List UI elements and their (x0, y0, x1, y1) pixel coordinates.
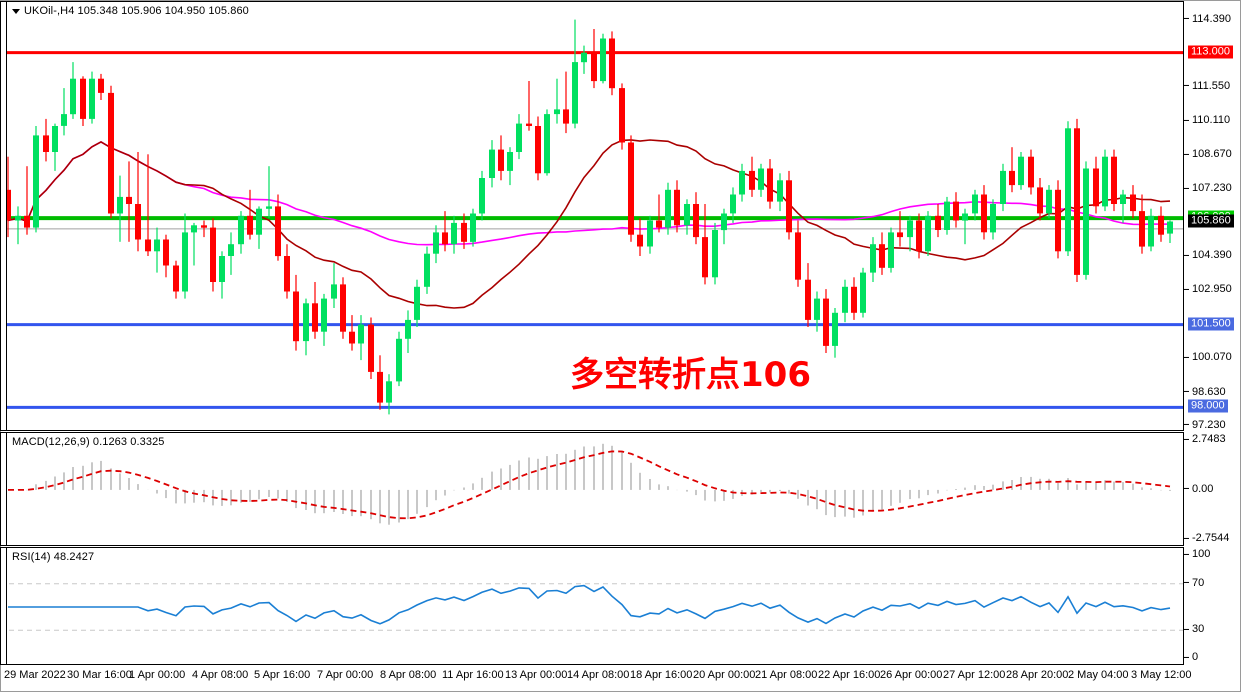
time-tick: 3 May 12:00 (1131, 669, 1192, 681)
price-tag-last-price: 105.860 (1188, 214, 1234, 227)
left-gutter (0, 2, 7, 430)
time-tick: 21 Apr 08:00 (755, 669, 818, 681)
price-tag-resistance: 113.000 (1188, 45, 1233, 59)
time-tick: 13 Apr 00:00 (505, 669, 568, 681)
price-tick: 107.230 (1184, 182, 1232, 194)
left-gutter-rsi (0, 548, 7, 664)
triangle-down-icon[interactable] (12, 8, 20, 14)
price-plot-area[interactable] (0, 3, 1183, 431)
price-tick: 97.230 (1184, 419, 1226, 431)
rsi-tick: 30 (1184, 623, 1204, 635)
price-tick: 110.110 (1184, 114, 1230, 126)
time-tick: 28 Apr 20:00 (1006, 669, 1069, 681)
price-svg (0, 19, 1183, 415)
macd-scale[interactable]: 2.7483 0.00 -2.7544 (1183, 432, 1240, 546)
time-tick: 18 Apr 16:00 (630, 669, 693, 681)
rsi-plot-area[interactable] (0, 549, 1183, 665)
price-chart-panel[interactable]: UKOil-,H4 105.348 105.906 104.950 105.86… (0, 1, 1183, 431)
price-tick: 108.670 (1184, 148, 1232, 160)
time-tick: 11 Apr 16:00 (442, 669, 504, 681)
price-tick: 102.950 (1184, 283, 1232, 295)
rsi-label: RSI(14) 48.2427 (12, 551, 95, 563)
time-tick: 14 Apr 08:00 (567, 669, 630, 681)
time-tick: 7 Apr 00:00 (317, 669, 374, 681)
chart-annotation: 多空转折点106 (570, 355, 811, 395)
left-gutter-macd (0, 433, 7, 545)
time-tick: 2 May 04:00 (1068, 669, 1129, 681)
price-tick: 104.390 (1184, 249, 1232, 261)
time-tick: 29 Mar 2022 (4, 669, 66, 681)
rsi-svg (0, 583, 1183, 631)
macd-label: MACD(12,26,9) 0.1263 0.3325 (12, 436, 165, 448)
macd-tick: 2.7483 (1184, 433, 1226, 445)
time-tick: 30 Mar 16:00 (67, 669, 132, 681)
rsi-scale[interactable]: 100 70 30 0 (1183, 547, 1240, 665)
time-tick: 5 Apr 16:00 (254, 669, 311, 681)
macd-panel[interactable]: MACD(12,26,9) 0.1263 0.3325 (0, 432, 1183, 546)
time-tick: 22 Apr 16:00 (818, 669, 881, 681)
price-tick: 98.630 (1184, 385, 1226, 398)
time-tick: 8 Apr 08:00 (380, 669, 437, 681)
rsi-line (8, 584, 1171, 625)
price-tick: 100.070 (1184, 351, 1232, 363)
rsi-tick: 100 (1184, 548, 1210, 560)
ma-slow-line (7, 139, 1171, 309)
symbol-ohlc-text: UKOil-,H4 105.348 105.906 104.950 105.86… (24, 5, 249, 17)
rsi-tick: 70 (1184, 577, 1204, 589)
time-tick: 26 Apr 00:00 (880, 669, 943, 681)
price-tick: 114.390 (1184, 13, 1231, 25)
time-axis[interactable]: 29 Mar 2022 30 Mar 16:00 1 Apr 00:00 4 Apr … (1, 666, 1240, 691)
price-scale[interactable]: 114.390 111.550 110.110 108.670 107.230 104.3… (1183, 1, 1240, 431)
time-tick: 20 Apr 00:00 (693, 669, 756, 681)
time-tick: 1 Apr 00:00 (129, 669, 186, 681)
time-tick: 27 Apr 12:00 (943, 669, 1006, 681)
rsi-panel[interactable]: RSI(14) 48.2427 (0, 547, 1183, 665)
macd-signal-line (8, 450, 1171, 520)
macd-svg (8, 443, 1171, 525)
price-tick: 111.550 (1184, 80, 1230, 92)
macd-tick: 0.00 (1184, 483, 1213, 495)
time-tick: 4 Apr 08:00 (192, 669, 249, 681)
macd-plot-area[interactable] (0, 434, 1183, 546)
macd-tick: -2.7544 (1184, 532, 1229, 544)
price-tag-support: 98.000 (1188, 399, 1228, 413)
symbol-ohlc-label: UKOil-,H4 105.348 105.906 104.950 105.86… (12, 5, 249, 17)
rsi-tick: 0 (1184, 651, 1198, 663)
price-tag-support: 101.500 (1188, 317, 1234, 331)
